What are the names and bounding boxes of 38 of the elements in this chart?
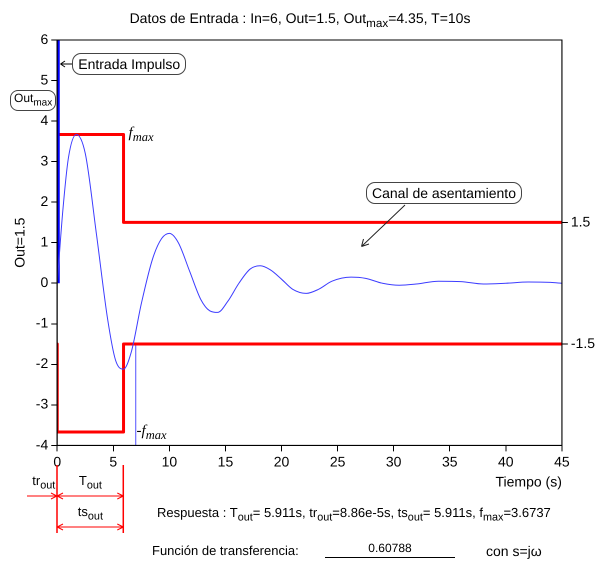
y-tick-label: 3	[40, 152, 48, 168]
text: 0.60788	[325, 541, 455, 558]
text: T$_{out}$	[78, 473, 103, 492]
annotation: f$_{max}$	[128, 125, 154, 146]
y-tick-label: 4	[40, 112, 48, 128]
y-tick-label: -4	[36, 436, 48, 452]
x-tick-label: 5	[109, 454, 118, 470]
chart-title: Datos de Entrada : In=6, Out=1.5, Out$_{max}$=4.35, T=10s	[128, 10, 472, 30]
y-tick-label: -2	[36, 355, 48, 372]
y-axis-title: Out=1.5	[11, 217, 28, 268]
y-tick-label: -3	[36, 396, 48, 412]
text: Out$_{max}$	[10, 90, 56, 112]
text: tr$_{out}$	[32, 473, 56, 492]
x-tick-label: 20	[274, 454, 290, 470]
y-tick-label: 1	[40, 234, 48, 250]
annotation: Canal de asentamiento	[366, 182, 522, 204]
x-tick-label: 15	[218, 454, 234, 470]
text: con s=jω	[486, 543, 542, 559]
y-tick-label: 2	[40, 193, 48, 210]
text: Respuesta : T$_{out}$= 5.911s, tr$_{out}$=8.86e-5s, ts$_{out}$= 5.911s, f$_{max}$=3.6737	[157, 505, 551, 524]
x-tick-label: 25	[330, 454, 346, 470]
x-axis-title: Tiempo (s)	[495, 473, 562, 490]
y2-tick-label: 1.5	[570, 213, 591, 230]
y2-tick-label: -1.5	[570, 334, 596, 351]
annotation: Entrada Impulso	[72, 53, 186, 75]
x-tick-label: 35	[442, 454, 458, 470]
x-tick-label: 10	[162, 454, 178, 470]
annotation: -f$_{max}$	[136, 423, 167, 444]
y-tick-label: 5	[40, 71, 48, 88]
x-tick-label: 30	[386, 454, 402, 470]
text: ts$_{out}$	[76, 504, 104, 523]
x-tick-label: 40	[498, 454, 514, 470]
x-tick-label: 0	[53, 454, 62, 470]
y-tick-label: 0	[40, 274, 48, 290]
y-tick-label: 6	[40, 30, 48, 47]
text: Función de transferencia:	[152, 543, 299, 558]
x-tick-label: 45	[554, 454, 570, 470]
y-tick-label: -1	[36, 314, 48, 331]
